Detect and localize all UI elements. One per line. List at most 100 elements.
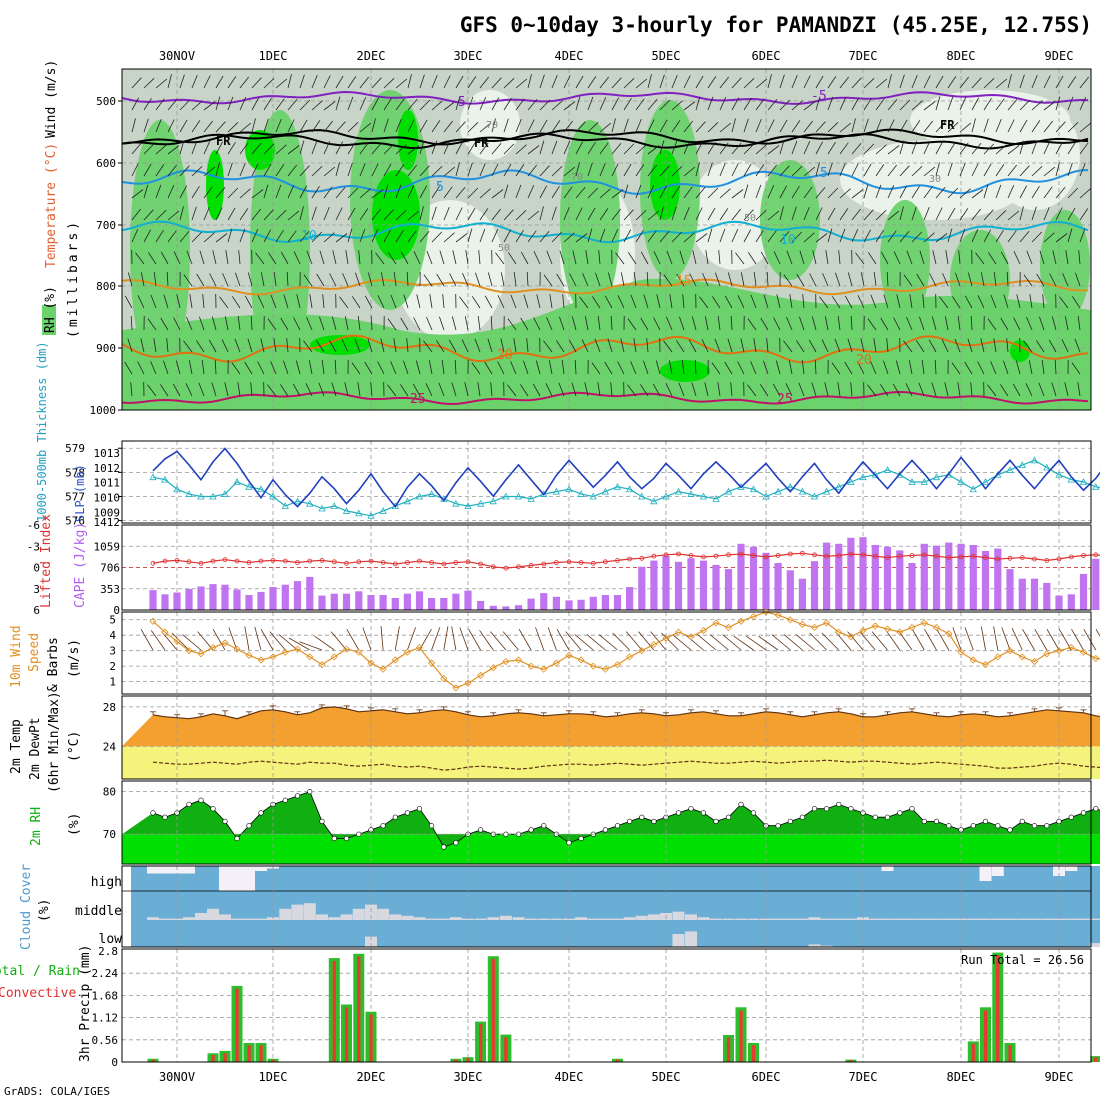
barb-upper-870 <box>964 295 973 309</box>
barb-upper-188 <box>467 122 479 133</box>
barb-upper-432 <box>515 184 522 199</box>
barb-upper-565 <box>191 231 203 243</box>
barb-upper-719 <box>1078 250 1081 265</box>
barb-upper-716 <box>1039 250 1045 265</box>
barb-upper-443 <box>647 185 655 199</box>
wind-barb-21 <box>407 627 416 651</box>
barb-upper-976 <box>315 340 325 353</box>
barb-upper-426 <box>443 186 453 199</box>
wind-pt-55 <box>823 619 831 627</box>
barb-upper-314 <box>1019 140 1025 155</box>
cape-bar-69 <box>994 548 1002 610</box>
top-date-1: 1DEC <box>259 49 288 63</box>
contour-label-5-b: 5 <box>820 166 828 181</box>
barb-upper-1148 <box>464 382 469 397</box>
thickness-pt-27 <box>476 499 485 507</box>
barb-upper-673 <box>520 251 529 265</box>
cloud-mid-20 <box>389 914 402 920</box>
barb-upper-272 <box>515 144 527 155</box>
barb-upper-238 <box>1067 122 1079 133</box>
barb-upper-217 <box>815 121 826 133</box>
rh-tick-80: 80 <box>103 786 116 799</box>
barb-upper-1083 <box>643 360 649 375</box>
barb-upper-803 <box>163 294 169 309</box>
cape-bar-71 <box>1018 578 1026 610</box>
barb-upper-191 <box>503 118 509 133</box>
barb-upper-439 <box>599 188 611 199</box>
barb-upper-1183 <box>879 384 889 397</box>
barb-upper-389 <box>959 162 966 177</box>
barb-upper-494 <box>299 206 304 221</box>
barb-upper-1166 <box>678 382 685 397</box>
barb-upper-1017 <box>808 339 817 353</box>
barb-upper-697 <box>812 250 817 265</box>
barb-upper-886 <box>199 316 205 331</box>
barb-upper-255 <box>311 140 318 155</box>
cloud-mid-59 <box>869 918 882 920</box>
wind-barb-0 <box>140 629 154 651</box>
li-pt-46 <box>713 553 719 559</box>
barb-upper-978 <box>341 339 349 353</box>
barb-upper-1144 <box>412 383 421 397</box>
barb-upper-705 <box>906 250 913 265</box>
barb-upper-1155 <box>545 383 553 397</box>
barb-upper-795 <box>1023 274 1033 287</box>
wind-barb-50 <box>746 635 767 651</box>
barb-upper-4 <box>179 74 185 89</box>
barb-upper-720 <box>127 272 133 287</box>
barb-upper-691 <box>735 252 745 265</box>
barb-upper-72 <box>995 78 1008 89</box>
ytick-500: 500 <box>96 95 116 108</box>
cloud-high-gap-74 <box>1053 866 1065 876</box>
wind-pt-64 <box>932 623 941 632</box>
cape-bar-26 <box>464 590 472 610</box>
barb-upper-223 <box>887 119 895 133</box>
barb-upper-218 <box>827 122 839 133</box>
wind-ylabel-c: & Barbs <box>46 637 61 692</box>
rh-pt-6 <box>222 818 228 825</box>
cape-bar-54 <box>810 561 819 610</box>
barb-upper-905 <box>426 316 433 331</box>
cape-bar-44 <box>687 558 695 610</box>
barb-upper-531 <box>743 209 754 221</box>
barb-upper-579 <box>359 228 366 243</box>
wind-pt-43 <box>674 628 683 636</box>
barb-upper-385 <box>911 166 923 177</box>
barb-upper-620 <box>851 229 859 243</box>
barb-upper-727 <box>209 273 217 287</box>
thickness-pt-5 <box>209 492 217 500</box>
cloud-mid-24 <box>437 918 450 920</box>
cloud-mid-36 <box>587 918 600 920</box>
barb-upper-1129 <box>237 382 241 397</box>
barb-upper-131 <box>743 97 752 111</box>
barb-upper-595 <box>551 231 563 243</box>
barb-upper-330 <box>251 163 259 177</box>
top-date-6: 6DEC <box>752 49 781 63</box>
cloud-low-77 <box>1089 943 1100 947</box>
li-pt-60 <box>885 555 890 560</box>
cape-bar-4 <box>197 586 205 610</box>
barb-upper-983 <box>406 338 409 353</box>
barb-upper-1154 <box>532 383 541 397</box>
precip-panel: 2.82.241.681.120.560 Run Total = 26.56 T… <box>0 945 1100 1069</box>
barb-upper-14 <box>299 74 305 89</box>
barb-upper-521 <box>623 209 634 221</box>
barb-upper-541 <box>863 209 874 221</box>
li-pt-48 <box>738 551 744 557</box>
barb-upper-492 <box>275 210 287 221</box>
barb-upper-658 <box>345 250 349 265</box>
barb-upper-380 <box>851 163 859 177</box>
barb-upper-874 <box>1016 294 1021 309</box>
cloud-mid-5 <box>207 908 219 920</box>
barb-upper-575 <box>311 231 323 243</box>
cape-bar-49 <box>749 546 758 610</box>
barb-upper-663 <box>400 251 409 265</box>
barb-upper-858 <box>819 296 829 309</box>
thickness-line <box>152 459 1100 517</box>
barb-upper-507 <box>455 207 463 221</box>
barb-upper-145 <box>911 100 923 111</box>
contour-line-1 <box>121 128 1089 146</box>
barb-upper-403 <box>167 185 175 199</box>
barb-upper-1159 <box>597 382 601 397</box>
barb-upper-1032 <box>993 338 997 353</box>
